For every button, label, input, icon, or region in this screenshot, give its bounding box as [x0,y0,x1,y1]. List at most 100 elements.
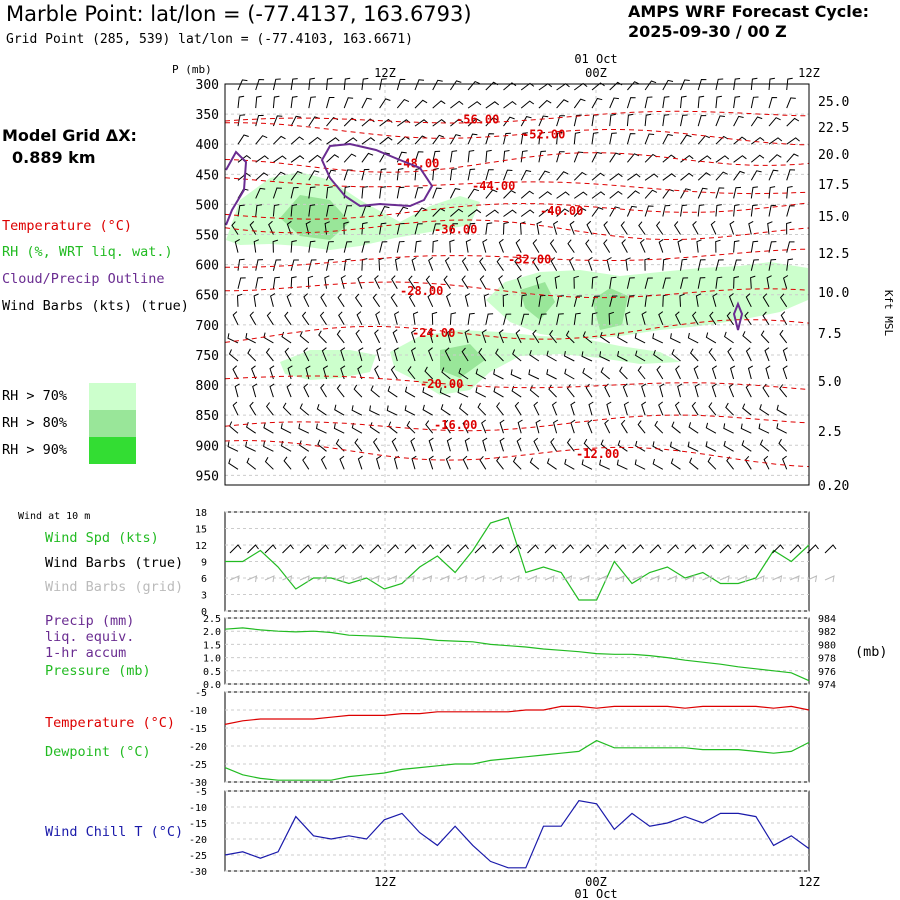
surface-wind-barb-grid [387,575,398,583]
surface-wind-barb-true [492,544,504,554]
wind-barb [361,97,372,109]
wind-barb [308,96,316,109]
wind-barb [548,384,557,398]
isotherm-label: -48.00 [396,156,439,170]
wind-barb [564,458,575,470]
wind-barb [644,173,659,181]
rh70-region-upper [226,172,480,250]
wind-barb [428,257,434,271]
wind-barb [379,241,388,253]
wind-barb [658,311,664,325]
wind-barb [608,311,615,325]
wind-barb [750,154,765,163]
wind-barb [662,205,671,217]
wind-barb [565,330,575,344]
isotherm-line [224,440,810,468]
rh70-swatch [89,383,136,410]
wind-barb [324,275,330,289]
wind-barb [498,238,504,253]
wind-barb [411,329,417,344]
surface-wind-barb-true [317,544,329,554]
forecast-cycle-value: 2025-09-30 / 00 Z [628,22,787,41]
wind-barb [687,441,699,452]
wind-barb [286,220,292,235]
wind-barb [343,97,354,109]
wind-barb [780,311,788,326]
wind-barb [369,422,380,434]
wind-barb [467,80,480,91]
rh70-label: RH > 70% [2,388,68,404]
wind-barb [535,419,541,434]
wind-barbs-grid-label: Wind Barbs (grid) [45,579,183,595]
surface-wind-barb-true [719,544,732,554]
wind-barb [689,348,699,362]
wind-barb [768,96,778,109]
wind-barb [447,329,453,344]
wind-barb [374,275,381,289]
wind-barb [680,79,690,91]
wind-barb [751,136,765,145]
wind-barb [566,384,575,398]
dewpoint-label: Dewpoint (°C) [45,744,151,760]
surface-wind-barb-true [632,544,644,554]
wind-barb [450,208,464,217]
wind-barb [253,239,259,253]
surface-wind-barb-grid [334,575,345,583]
height-tick-label: 17.5 [818,178,849,193]
wind-barb [680,204,688,217]
surface-wind-barb-grid [527,575,538,583]
surface-wind-barb-true [282,544,294,554]
wind-barb [697,204,705,217]
wind-barb [478,348,487,362]
wind-barb [641,401,647,416]
wind-barb [786,186,793,199]
wind-barb [336,384,345,398]
wind-barb [379,168,387,181]
wind-barb [343,169,353,181]
wind-barb [538,150,547,163]
isotherm-label: -20.00 [420,377,463,391]
wind-barb [627,81,640,91]
wind-barb [397,119,411,127]
wind-barb [733,240,740,253]
wind-barb [715,259,724,271]
wind-barb [499,437,505,452]
surface-wind-barb-true [247,544,259,554]
wind-barb [340,275,346,289]
wind-barb [581,351,593,362]
wind-barb [255,135,268,145]
wind-barb [316,404,327,416]
y-tick-label: 3 [201,591,207,602]
wind-barb [582,367,593,380]
wind-barb [354,293,363,308]
wind-barb [303,347,310,362]
wind-barb [263,332,274,344]
wind-barb [637,420,646,434]
wind-barb [708,402,717,416]
surface-wind-barb-grid [614,575,625,583]
pressure-tick-label-right: 978 [818,654,836,665]
surface-wind-barb-true [544,544,557,554]
height-tick-label: 15.0 [818,210,849,225]
wind-barb [228,421,239,434]
wind-barb [680,258,688,271]
pressure-tick-label: 500 [196,198,219,213]
wind-barb [705,422,717,434]
wind-barb [250,365,257,380]
wind-speed-label: Wind Spd (kts) [45,530,159,546]
wind-barb [425,275,434,289]
wind-barb [343,221,349,235]
wind-barb [379,206,390,217]
wind-barb [705,441,717,452]
wind-barb [343,137,358,145]
wind-barb [692,221,699,235]
wind-barb [441,367,451,380]
wind-barb [591,82,605,91]
wind-barb [443,275,451,289]
wind-barb [272,187,282,199]
wind-barb [427,293,434,308]
cloud-outline-1 [225,150,248,226]
wind-barb [662,133,673,145]
wind-barb [765,365,771,380]
wind-barb [228,458,239,470]
